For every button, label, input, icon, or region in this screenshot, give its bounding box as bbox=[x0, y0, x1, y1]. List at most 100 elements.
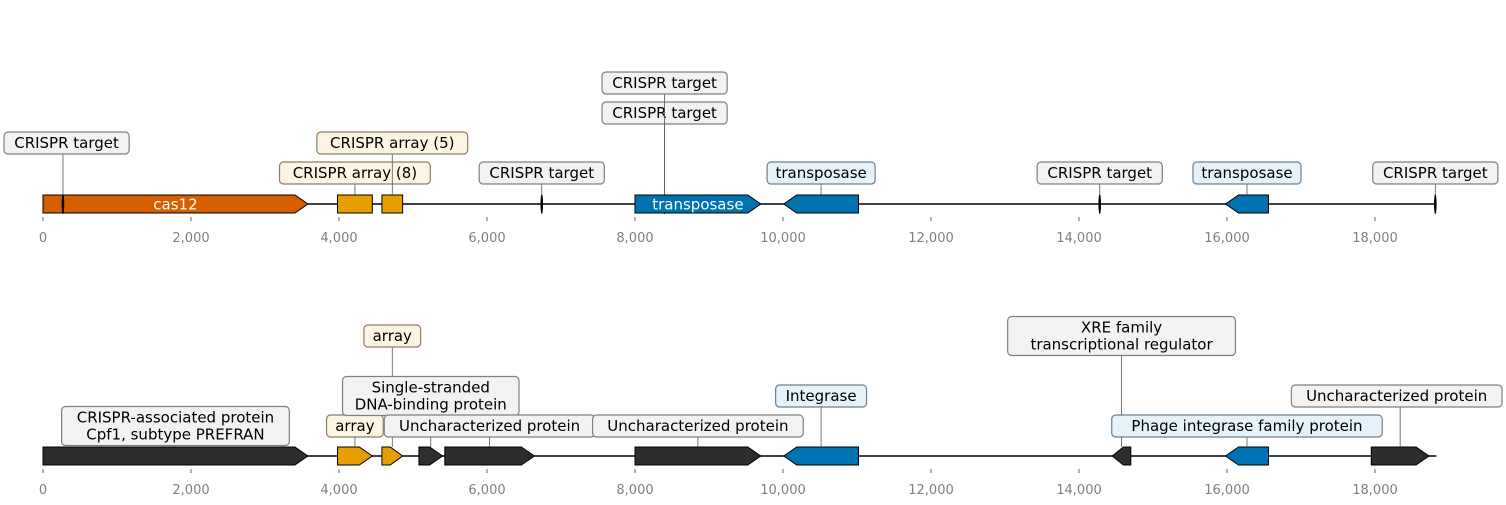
feature-label-box bbox=[1111, 414, 1383, 438]
feature-label: CRISPR target bbox=[1047, 164, 1152, 182]
axis-tick-label: 4,000 bbox=[320, 483, 357, 498]
feature-label: Uncharacterized protein bbox=[399, 417, 580, 435]
feature-label: transposase bbox=[1201, 164, 1292, 182]
gene-arrow bbox=[1370, 446, 1430, 466]
feature-label-box bbox=[1007, 315, 1237, 357]
axis-tick-label: 0 bbox=[39, 231, 47, 246]
feature-label: Phage integrase family protein bbox=[1131, 417, 1362, 435]
axis-tick-label: 8,000 bbox=[616, 483, 653, 498]
axis-tick-label: 6,000 bbox=[468, 483, 505, 498]
feature-uncharacterized-2[interactable]: Uncharacterized protein bbox=[591, 414, 804, 466]
track-bottom: 0 2,000 4,000 6,000 8,000 10,000 12,000 14,000 1… bbox=[39, 315, 1503, 498]
axis-tick-label: 10,000 bbox=[760, 483, 806, 498]
feature-label: Single-stranded DNA-binding protein bbox=[355, 379, 507, 414]
gene-arrow bbox=[1224, 446, 1269, 466]
feature-label-box bbox=[591, 414, 804, 438]
feature-transposase-b[interactable]: transposase bbox=[766, 161, 876, 214]
axis-tick-label: 0 bbox=[39, 483, 47, 498]
axis-tick-label: 18,000 bbox=[1352, 483, 1398, 498]
feature-label: CRISPR array (8) bbox=[293, 164, 417, 182]
feature-label-box bbox=[3, 131, 130, 155]
feature-label-line: CRISPR target bbox=[14, 134, 119, 152]
gene-arrow bbox=[1111, 446, 1132, 466]
gene-arrow bbox=[782, 194, 859, 214]
feature-label-line: DNA-binding protein bbox=[355, 396, 507, 414]
feature-label-box bbox=[775, 384, 868, 408]
feature-label-line: Uncharacterized protein bbox=[399, 417, 580, 435]
axis-tick-label: 6,000 bbox=[468, 231, 505, 246]
feature-label-line: transposase bbox=[1201, 164, 1292, 182]
feature-integrase[interactable]: Integrase bbox=[775, 384, 868, 466]
feature-label-box bbox=[316, 131, 469, 155]
axis-tick-label: 16,000 bbox=[1204, 231, 1250, 246]
feature-label: Uncharacterized protein bbox=[1306, 387, 1487, 405]
feature-label-line: array bbox=[373, 327, 412, 345]
feature-label: CRISPR array (5) bbox=[330, 134, 454, 152]
crispr-target-marker bbox=[1098, 194, 1102, 214]
feature-ssb[interactable]: Single-stranded DNA-binding protein bbox=[341, 375, 520, 466]
feature-label-line: Phage integrase family protein bbox=[1131, 417, 1362, 435]
gene-arrow bbox=[337, 194, 373, 214]
feature-label-line: CRISPR array (5) bbox=[330, 134, 454, 152]
feature-cas12[interactable]: cas12 bbox=[42, 194, 309, 214]
feature-target-2[interactable]: CRISPR target bbox=[478, 161, 605, 214]
feature-label-line: CRISPR target bbox=[1383, 164, 1488, 182]
feature-transposase-c[interactable]: transposase bbox=[1192, 161, 1302, 214]
crispr-target-marker bbox=[1434, 194, 1437, 214]
feature-target-1[interactable]: CRISPR target bbox=[3, 131, 130, 214]
axis-tick-label: 8,000 bbox=[616, 231, 653, 246]
axis-tick-label: 4,000 bbox=[320, 231, 357, 246]
axis-tick-label: 14,000 bbox=[1056, 231, 1102, 246]
feature-cpf1[interactable]: CRISPR-associated protein Cpf1, subtype P… bbox=[42, 405, 309, 466]
gene-arrow bbox=[782, 446, 859, 466]
feature-label-box bbox=[363, 324, 422, 348]
feature-label: transposase bbox=[775, 164, 866, 182]
feature-label-line: XRE family bbox=[1081, 319, 1162, 337]
feature-array-b[interactable]: CRISPR array (5) bbox=[316, 131, 469, 214]
feature-array-c[interactable]: array bbox=[325, 414, 384, 466]
feature-target-6[interactable]: CRISPR target bbox=[1372, 161, 1499, 214]
feature-label-line: Cpf1, subtype PREFRAN bbox=[86, 426, 264, 444]
feature-label-line: array bbox=[335, 417, 374, 435]
feature-label: XRE family transcriptional regulator bbox=[1030, 319, 1213, 354]
feature-xre[interactable]: XRE family transcriptional regulator bbox=[1007, 315, 1237, 466]
feature-label-box bbox=[478, 161, 605, 185]
feature-label-line: Uncharacterized protein bbox=[607, 417, 788, 435]
gene-arrow bbox=[42, 194, 309, 214]
feature-label-box bbox=[1036, 161, 1163, 185]
axis-tick-label: 2,000 bbox=[172, 483, 209, 498]
gene-arrow bbox=[337, 446, 374, 466]
gene-arrow bbox=[42, 446, 309, 466]
feature-label: CRISPR target bbox=[14, 134, 119, 152]
axis-tick-label: 18,000 bbox=[1352, 231, 1398, 246]
gene-arrow bbox=[444, 446, 536, 466]
feature-phage-integrase[interactable]: Phage integrase family protein bbox=[1111, 414, 1383, 466]
feature-label-box bbox=[1290, 384, 1503, 408]
feature-target-4[interactable]: CRISPR target bbox=[601, 71, 728, 214]
feature-label-line: transcriptional regulator bbox=[1030, 336, 1213, 354]
axis-tick-label: 16,000 bbox=[1204, 483, 1250, 498]
feature-label-line: Uncharacterized protein bbox=[1306, 387, 1487, 405]
feature-label-line: CRISPR target bbox=[612, 74, 717, 92]
gene-arrow bbox=[634, 194, 762, 214]
feature-transposase-a[interactable]: transposase bbox=[634, 194, 762, 214]
gene-arrow bbox=[634, 446, 762, 466]
gene-arrow bbox=[381, 194, 404, 214]
feature-label-line: Integrase bbox=[786, 387, 857, 405]
crispr-target-marker bbox=[540, 194, 544, 214]
gene-arrow bbox=[1224, 194, 1269, 214]
track-top: 0 2,000 4,000 6,000 8,000 10,000 12,000 14,000 1… bbox=[3, 71, 1499, 246]
crispr-target-marker bbox=[61, 194, 65, 214]
feature-label-line: Single-stranded bbox=[372, 379, 490, 397]
feature-label-box bbox=[1372, 161, 1499, 185]
gene-arrow bbox=[381, 446, 404, 466]
feature-uncharacterized-3[interactable]: Uncharacterized protein bbox=[1290, 384, 1503, 466]
feature-label-box bbox=[60, 405, 290, 447]
feature-label-line: CRISPR target bbox=[489, 164, 594, 182]
axis-tick-label: 2,000 bbox=[172, 231, 209, 246]
feature-uncharacterized-1[interactable]: Uncharacterized protein bbox=[383, 414, 596, 466]
axis-tick-label: 12,000 bbox=[908, 483, 954, 498]
feature-label: CRISPR target bbox=[612, 74, 717, 92]
feature-label-box bbox=[601, 71, 728, 95]
feature-target-5[interactable]: CRISPR target bbox=[1036, 161, 1163, 214]
